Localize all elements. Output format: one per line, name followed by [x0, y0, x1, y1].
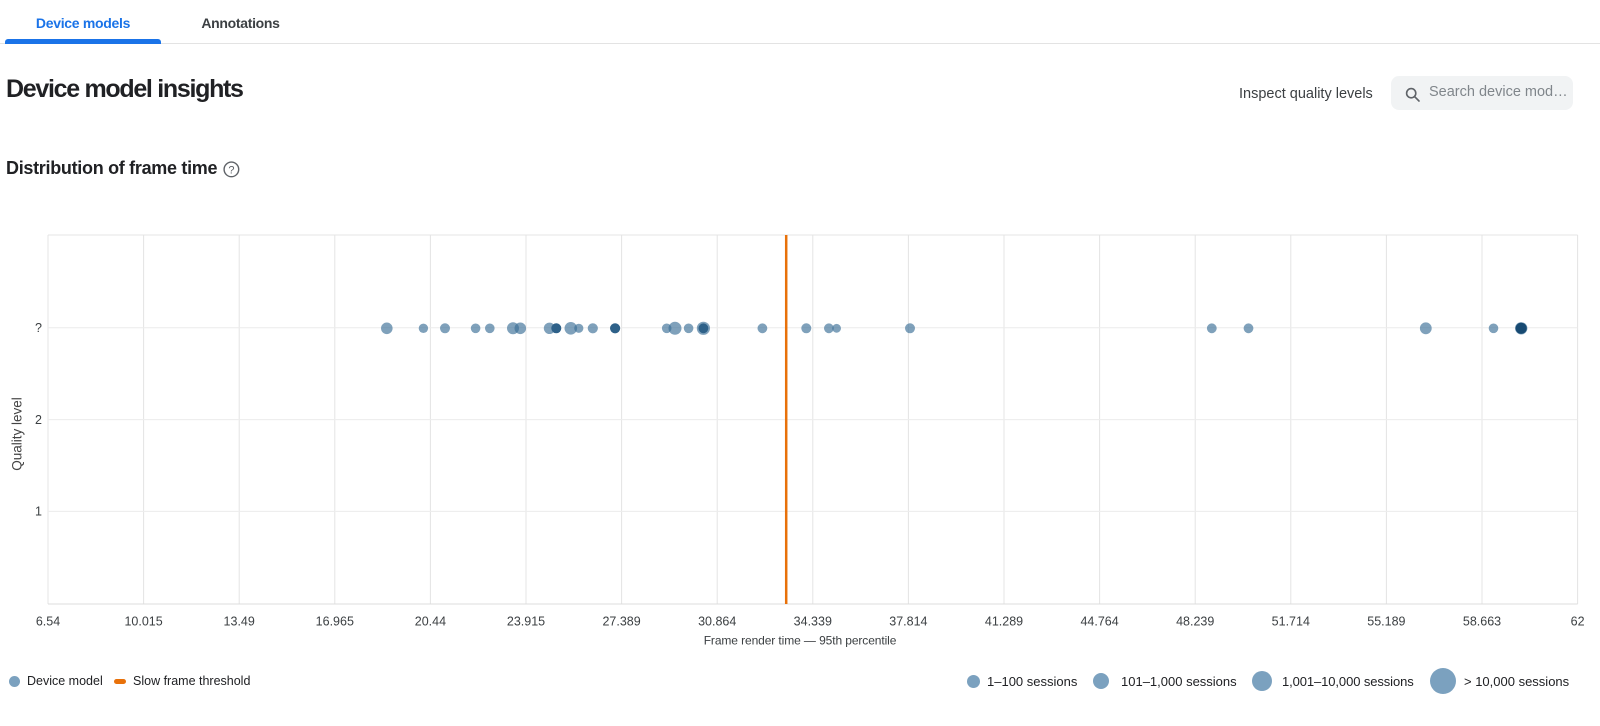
- svg-text:13.49: 13.49: [224, 615, 255, 629]
- svg-text:27.389: 27.389: [602, 615, 640, 629]
- svg-text:1: 1: [35, 505, 42, 519]
- svg-text:20.44: 20.44: [415, 615, 446, 629]
- svg-text:30.864: 30.864: [698, 615, 736, 629]
- svg-text:51.714: 51.714: [1272, 615, 1310, 629]
- svg-text:48.239: 48.239: [1176, 615, 1214, 629]
- svg-text:58.663: 58.663: [1463, 615, 1501, 629]
- svg-text:37.814: 37.814: [889, 615, 927, 629]
- svg-text:?: ?: [228, 164, 234, 176]
- svg-text:?: ?: [35, 321, 42, 335]
- svg-text:6.54: 6.54: [36, 615, 60, 629]
- svg-text:34.339: 34.339: [794, 615, 832, 629]
- svg-text:16.965: 16.965: [316, 615, 354, 629]
- svg-text:Frame render time — 95th perce: Frame render time — 95th percentile: [704, 634, 897, 648]
- svg-text:2: 2: [35, 413, 42, 427]
- svg-text:41.289: 41.289: [985, 615, 1023, 629]
- svg-text:55.189: 55.189: [1367, 615, 1405, 629]
- svg-text:44.764: 44.764: [1080, 615, 1118, 629]
- svg-text:Quality level: Quality level: [10, 397, 25, 471]
- svg-text:62: 62: [1571, 615, 1585, 629]
- svg-text:10.015: 10.015: [124, 615, 162, 629]
- svg-text:23.915: 23.915: [507, 615, 545, 629]
